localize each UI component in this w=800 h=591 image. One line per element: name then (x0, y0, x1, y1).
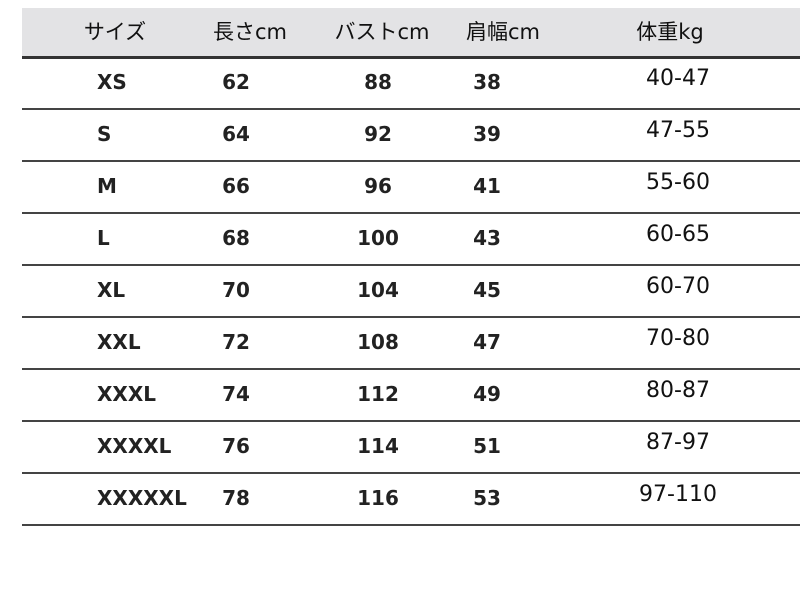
cell-bust: 104 (357, 278, 399, 302)
table-row: XXXXL 76 114 51 87-97 (0, 422, 800, 474)
cell-shoulder: 51 (473, 434, 501, 458)
cell-bust: 88 (364, 70, 392, 94)
cell-shoulder: 53 (473, 486, 501, 510)
header-shoulder: 肩幅cm (465, 20, 541, 44)
cell-size: XL (97, 278, 126, 302)
cell-bust: 114 (357, 434, 399, 458)
row-divider (22, 524, 800, 526)
table-row: XXXL 74 112 49 80-87 (0, 370, 800, 422)
cell-weight: 40-47 (646, 66, 710, 91)
cell-length: 62 (222, 70, 250, 94)
cell-length: 76 (222, 434, 250, 458)
row-divider (22, 108, 800, 110)
row-divider (22, 316, 800, 318)
cell-size: S (97, 122, 112, 146)
row-divider (22, 472, 800, 474)
header-weight: 体重kg (636, 20, 704, 44)
cell-weight: 80-87 (646, 378, 710, 403)
table-row: XL 70 104 45 60-70 (0, 266, 800, 318)
table-row: XXXXXL 78 116 53 97-110 (0, 474, 800, 526)
cell-shoulder: 43 (473, 226, 501, 250)
cell-weight: 47-55 (646, 118, 710, 143)
cell-length: 70 (222, 278, 250, 302)
table-row: L 68 100 43 60-65 (0, 214, 800, 266)
table-row: XS 62 88 38 40-47 (0, 58, 800, 110)
cell-shoulder: 41 (473, 174, 501, 198)
header-divider (22, 56, 800, 59)
cell-bust: 116 (357, 486, 399, 510)
cell-size: XS (97, 70, 127, 94)
cell-weight: 55-60 (646, 170, 710, 195)
cell-length: 78 (222, 486, 250, 510)
row-divider (22, 368, 800, 370)
cell-length: 66 (222, 174, 250, 198)
cell-length: 64 (222, 122, 250, 146)
table-row: S 64 92 39 47-55 (0, 110, 800, 162)
table-row: M 66 96 41 55-60 (0, 162, 800, 214)
cell-size: L (97, 226, 110, 250)
cell-size: M (97, 174, 117, 198)
cell-shoulder: 45 (473, 278, 501, 302)
cell-weight: 60-70 (646, 274, 710, 299)
cell-length: 72 (222, 330, 250, 354)
row-divider (22, 420, 800, 422)
cell-size: XXL (97, 330, 141, 354)
cell-weight: 70-80 (646, 326, 710, 351)
cell-bust: 108 (357, 330, 399, 354)
cell-shoulder: 39 (473, 122, 501, 146)
cell-length: 74 (222, 382, 250, 406)
cell-size: XXXXXL (97, 486, 187, 510)
cell-weight: 60-65 (646, 222, 710, 247)
row-divider (22, 160, 800, 162)
cell-bust: 92 (364, 122, 392, 146)
cell-size: XXXXL (97, 434, 172, 458)
cell-shoulder: 49 (473, 382, 501, 406)
cell-bust: 96 (364, 174, 392, 198)
cell-bust: 100 (357, 226, 399, 250)
table-row: XXL 72 108 47 70-80 (0, 318, 800, 370)
cell-shoulder: 47 (473, 330, 501, 354)
header-size: サイズ (83, 20, 147, 44)
cell-weight: 87-97 (646, 430, 710, 455)
cell-shoulder: 38 (473, 70, 501, 94)
header-bust: バストcm (334, 20, 430, 44)
cell-bust: 112 (357, 382, 399, 406)
header-length: 長さcm (212, 20, 288, 44)
cell-length: 68 (222, 226, 250, 250)
cell-weight: 97-110 (639, 482, 717, 507)
row-divider (22, 212, 800, 214)
cell-size: XXXL (97, 382, 157, 406)
table-header (22, 8, 800, 57)
row-divider (22, 264, 800, 266)
